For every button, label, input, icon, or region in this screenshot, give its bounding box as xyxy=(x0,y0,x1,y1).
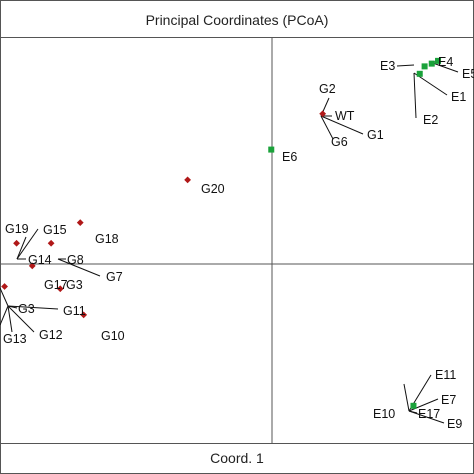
leader-line-g15 xyxy=(16,228,39,260)
point-marker-g10 xyxy=(80,311,88,319)
point-label-g3: G3 xyxy=(18,302,35,316)
point-label-e7: E7 xyxy=(441,393,456,407)
point-marker-g20 xyxy=(184,176,192,184)
point-marker-e1 xyxy=(416,70,423,77)
point-label-g2: G2 xyxy=(319,82,336,96)
data-points xyxy=(1,57,442,409)
point-marker-g17 xyxy=(28,262,36,270)
point-label-g17: G17 xyxy=(44,278,68,292)
leader-line-e3 xyxy=(396,64,415,67)
leader-line-e10 xyxy=(403,383,410,412)
point-label-g18: G18 xyxy=(95,232,119,246)
leader-line-g1 xyxy=(320,115,364,135)
point-marker-e3 xyxy=(421,63,428,70)
leader-line-e9 xyxy=(408,410,445,424)
point-marker-g2 xyxy=(319,110,327,118)
point-marker-g8 xyxy=(47,239,55,247)
leader-line-g7 xyxy=(57,258,101,277)
leader-line-g11 xyxy=(7,305,59,310)
point-label-e3: E3 xyxy=(380,59,395,73)
point-marker-e4 xyxy=(428,60,435,67)
point-label-g12: G12 xyxy=(39,328,63,342)
leader-line-offplot-1 xyxy=(0,305,9,326)
point-label-g6: G6 xyxy=(331,135,348,149)
point-label-g20: G20 xyxy=(201,182,225,196)
point-label-g10: G10 xyxy=(101,329,125,343)
point-marker-g19 xyxy=(13,239,20,247)
x-axis-label: Coord. 1 xyxy=(210,450,264,466)
point-label-e4: E4 xyxy=(438,55,453,69)
point-label-e6: E6 xyxy=(282,150,297,164)
point-label-g3: G3 xyxy=(66,278,83,292)
point-label-g1: G1 xyxy=(367,128,384,142)
point-label-g14: G14 xyxy=(28,253,52,267)
leader-line-offplot-0 xyxy=(0,287,9,307)
point-marker-g18 xyxy=(76,219,84,226)
point-label-e11: E11 xyxy=(435,368,456,382)
point-label-g13: G13 xyxy=(3,332,27,346)
point-marker-e11 xyxy=(410,402,417,409)
point-label-e1: E1 xyxy=(451,90,466,104)
point-marker-e6 xyxy=(268,146,275,153)
point-label-e9: E9 xyxy=(447,417,462,431)
point-label-e10: E10 xyxy=(373,407,395,421)
leader-line-e7 xyxy=(408,398,439,412)
point-label-wt: WT xyxy=(335,109,355,123)
point-label-g19: G19 xyxy=(5,222,29,236)
point-label-g11: G11 xyxy=(63,304,86,318)
point-label-e17: E17 xyxy=(418,407,440,421)
point-label-g7: G7 xyxy=(106,270,123,284)
leader-line-g6 xyxy=(320,115,334,140)
point-marker-e5 xyxy=(435,57,442,64)
leader-line-e2 xyxy=(413,72,417,119)
point-marker-g3 xyxy=(1,283,8,290)
chart-title: Principal Coordinates (PCoA) xyxy=(146,12,329,28)
point-label-e5: E5 xyxy=(462,67,474,81)
point-marker-g11 xyxy=(56,285,64,293)
leader-line-g19 xyxy=(16,236,27,260)
point-label-e2: E2 xyxy=(423,113,438,127)
point-label-g15: G15 xyxy=(43,223,67,237)
leader-line-g13 xyxy=(7,305,13,333)
leader-line-g12 xyxy=(7,305,35,333)
point-label-g8: G8 xyxy=(67,253,84,267)
point-labels: E3 E4 E5 E1 E2 G2 WT G1 G6 E6 G20 G19 G15 G14 G18 G8 G7 G… xyxy=(3,55,474,431)
